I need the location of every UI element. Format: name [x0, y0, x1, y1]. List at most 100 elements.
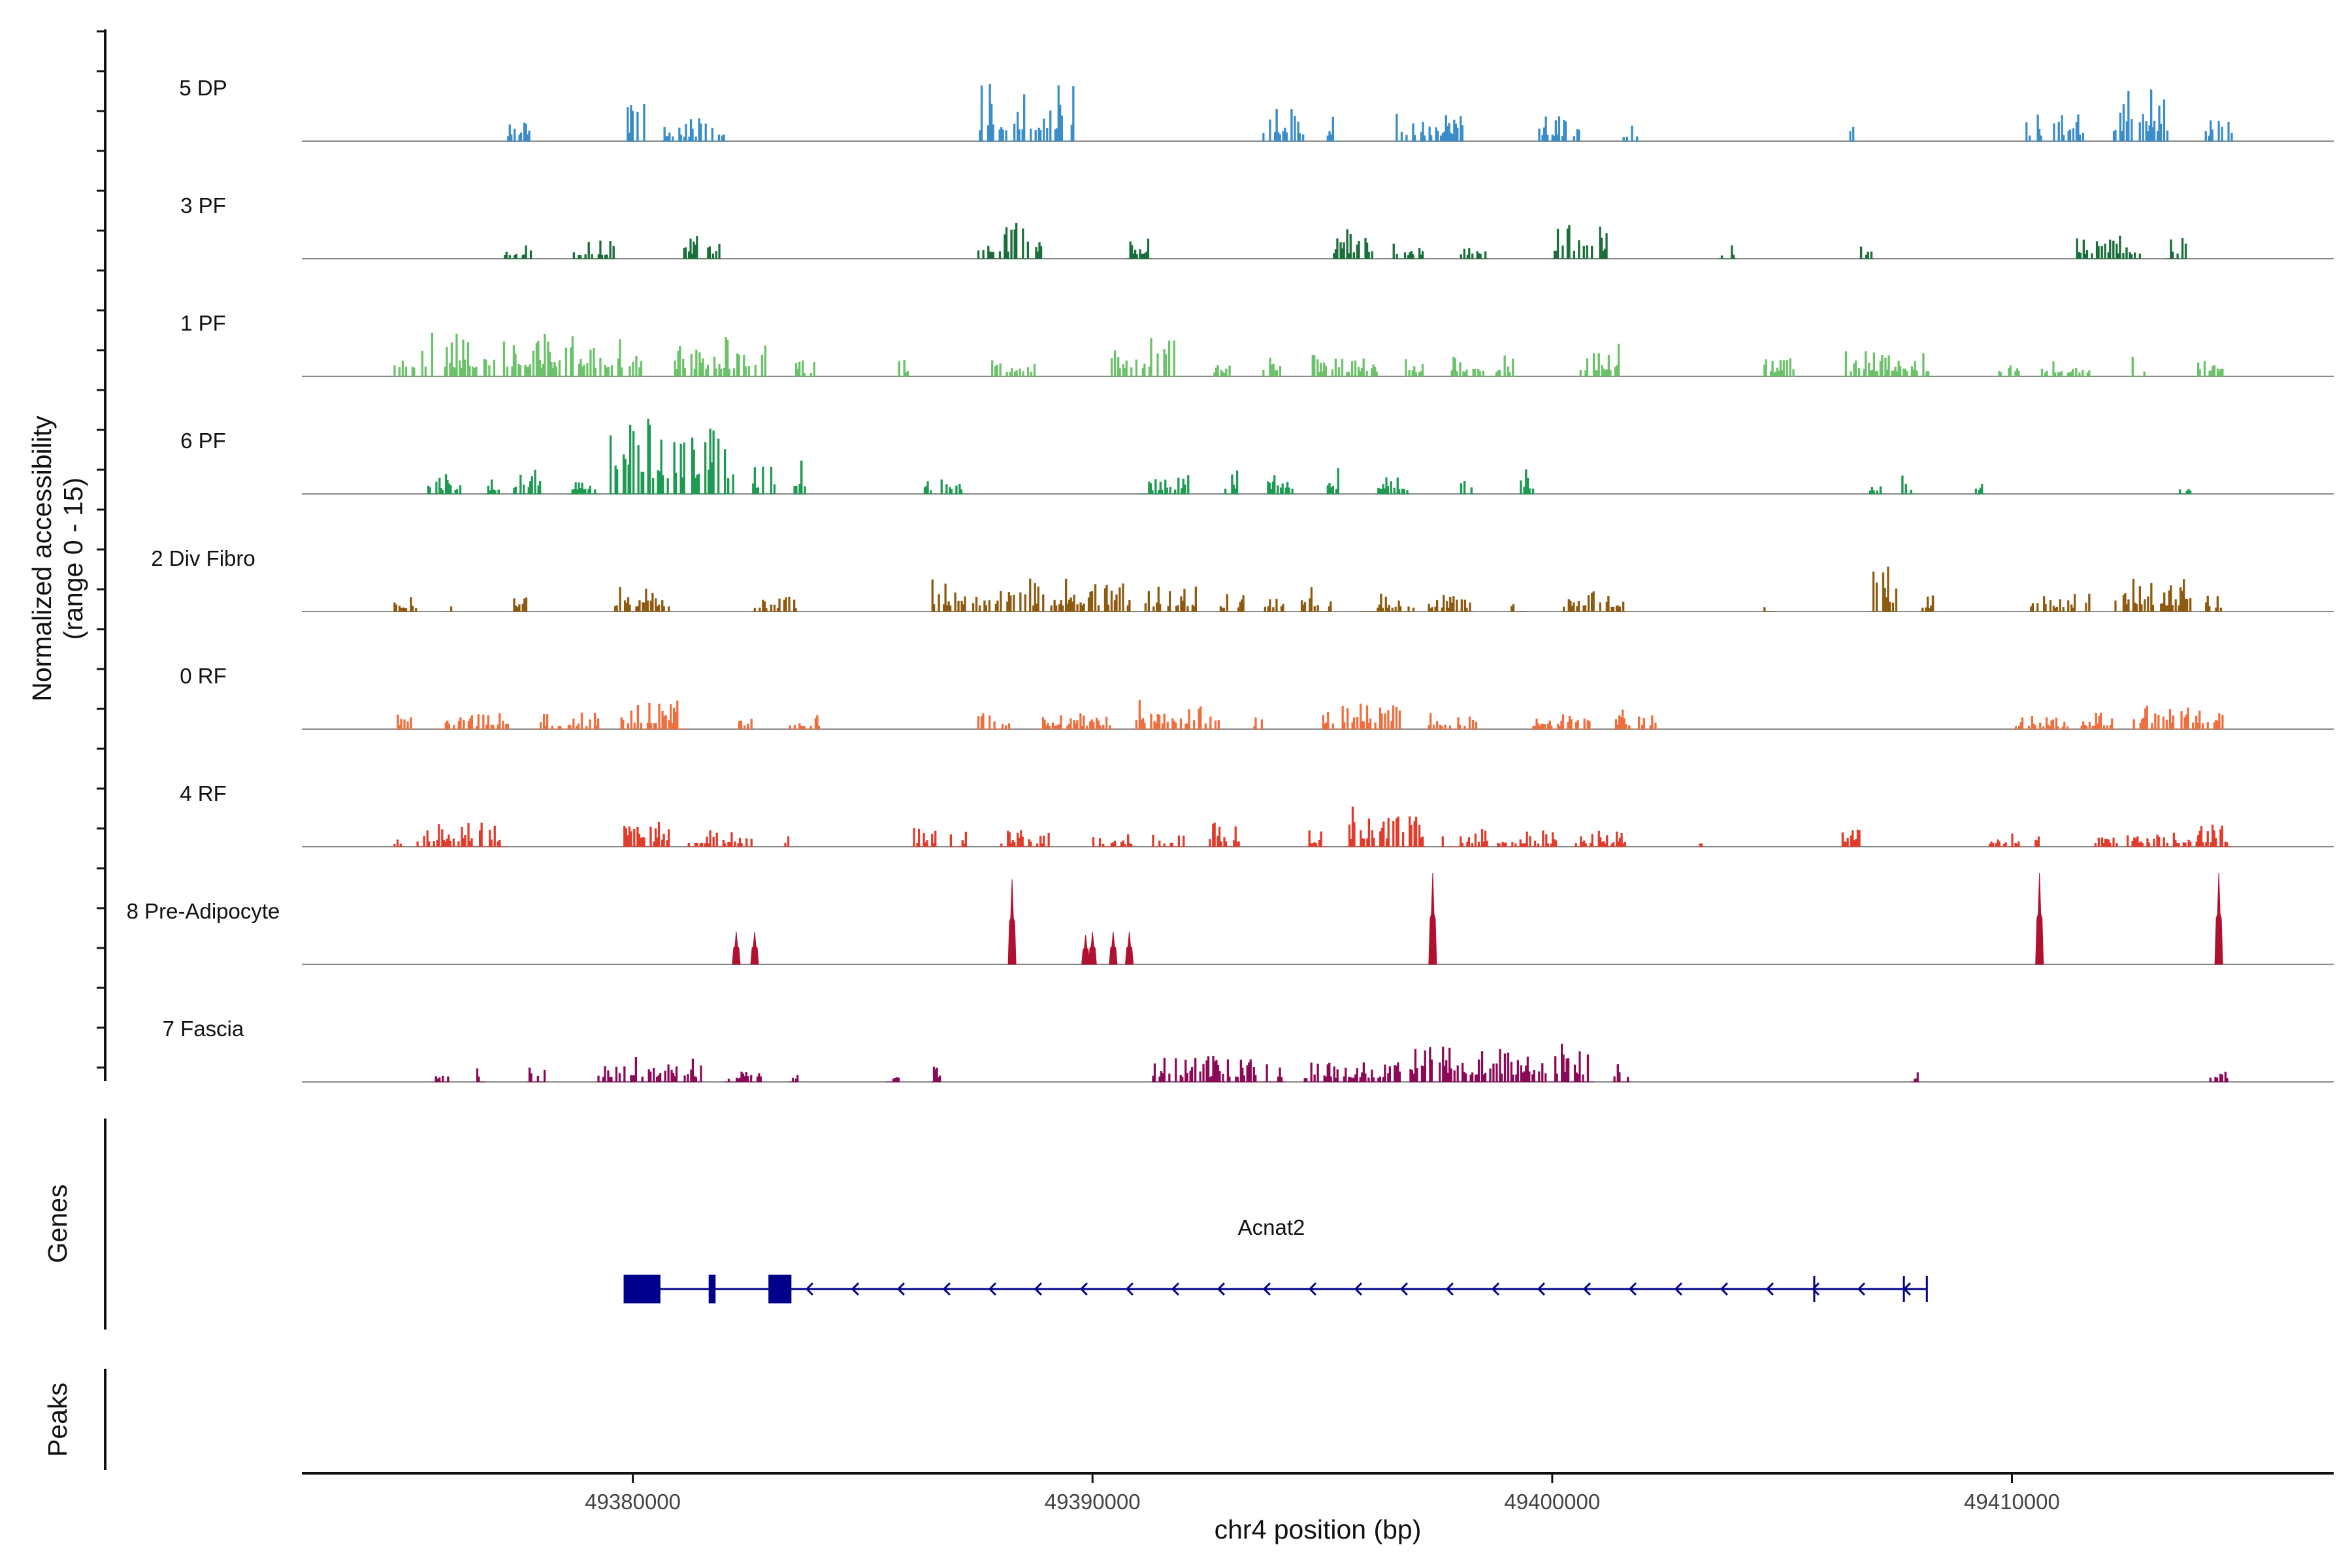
- coverage-peak: [1869, 486, 1884, 495]
- coverage-peak: [2112, 90, 2169, 142]
- coverage-peak: [1138, 475, 1190, 495]
- coverage-peak: [610, 418, 734, 495]
- coverage-peak: [1000, 830, 1051, 847]
- coverage-peak: [752, 596, 798, 612]
- coverage-peak: [977, 84, 1075, 142]
- coverage-peak: [416, 823, 509, 847]
- coverage-peak: [623, 104, 647, 142]
- coverage-spike: [1109, 931, 1118, 965]
- gene-exon: [708, 1275, 716, 1303]
- coverage-peak: [2012, 716, 2072, 730]
- coverage-peak: [568, 482, 601, 495]
- strand-arrow: [1079, 1282, 1088, 1296]
- strand-arrow: [805, 1282, 813, 1296]
- track-0-rf: 0 RF: [180, 664, 2334, 730]
- coverage-peak: [1460, 481, 1475, 495]
- coverage-peak: [2113, 578, 2192, 612]
- strand-arrow: [1125, 1282, 1134, 1296]
- strand-arrow: [1171, 1282, 1179, 1296]
- strand-arrow: [1537, 1282, 1545, 1296]
- coverage-peak: [1919, 595, 1935, 612]
- coverage-peak: [1763, 358, 1796, 377]
- coverage-peak: [674, 337, 767, 377]
- coverage-peak: [1322, 704, 1401, 730]
- coverage-peak: [2034, 836, 2040, 847]
- coverage-spike: [1088, 931, 1097, 965]
- coverage-peak: [434, 1075, 449, 1083]
- gene-exon: [623, 1275, 661, 1303]
- strand-arrow: [1354, 1282, 1362, 1296]
- coverage-peak: [527, 1068, 546, 1083]
- coverage-peak: [393, 714, 417, 730]
- coverage-peak: [1262, 598, 1286, 612]
- coverage-peak: [2177, 489, 2192, 495]
- coverage-spike: [732, 931, 741, 965]
- genes-panel: Genes Acnat2: [42, 1119, 1928, 1330]
- coverage-peak: [1152, 1056, 1286, 1083]
- coverage-spike: [1007, 879, 1017, 965]
- x-tick-label: 49390000: [1045, 1490, 1141, 1514]
- coverage-peak: [2195, 825, 2233, 847]
- coverage-peak: [977, 223, 1043, 259]
- strand-arrow: [1491, 1282, 1499, 1296]
- coverage-peak: [1326, 468, 1341, 495]
- coverage-peak: [1262, 357, 1282, 377]
- coverage-peak: [1529, 714, 1594, 730]
- strand-arrow: [1445, 1282, 1454, 1296]
- coverage-peak: [1841, 829, 1861, 847]
- coverage-peak: [2080, 712, 2118, 730]
- coverage-peak: [940, 479, 964, 495]
- strand-arrow: [1034, 1282, 1042, 1296]
- track-label: 5 DP: [179, 76, 227, 100]
- strand-arrow: [1765, 1282, 1774, 1296]
- coverage-peak: [1037, 713, 1116, 730]
- coverage-peak: [913, 828, 937, 847]
- coverage-peak: [393, 333, 643, 377]
- coverage-peak: [1377, 477, 1410, 495]
- gene-name-label: Acnat2: [1238, 1215, 1305, 1239]
- coverage-peak: [932, 1066, 941, 1083]
- genes-panel-label: Genes: [42, 1184, 73, 1264]
- coverage-peak: [1262, 109, 1305, 142]
- strand-arrow: [1628, 1282, 1637, 1296]
- coverage-peak: [623, 821, 670, 847]
- x-axis-title: chr4 position (bp): [1215, 1514, 1422, 1544]
- coverage-peak: [2200, 595, 2224, 612]
- coverage-peak: [393, 597, 417, 612]
- coverage-spike: [1124, 931, 1134, 965]
- track-3-pf: 3 PF: [180, 193, 2334, 259]
- coverage-peak: [1450, 355, 1516, 377]
- coverage-peak: [1152, 834, 1185, 847]
- coverage-peak: [1859, 246, 1874, 259]
- coverage-peak: [922, 481, 932, 495]
- gene-exon: [768, 1275, 792, 1303]
- coverage-peak: [531, 712, 601, 730]
- coverage-peak: [1579, 344, 1622, 377]
- coverage-peak: [2025, 114, 2085, 142]
- track-7-fascia: 7 Fascia: [163, 1017, 2334, 1083]
- coverage-peak: [1212, 365, 1231, 377]
- coverage-peak: [596, 1057, 702, 1083]
- track-label: 0 RF: [180, 664, 227, 688]
- coverage-peak: [426, 474, 463, 495]
- track-label: 8 Pre-Adipocyte: [127, 899, 280, 923]
- coverage-peak: [1308, 830, 1328, 847]
- coverage-peak: [660, 118, 725, 142]
- coverage-peak: [513, 597, 528, 612]
- coverage-peak: [1124, 238, 1152, 259]
- coverage-peak: [1511, 604, 1525, 612]
- coverage-peak: [725, 1071, 762, 1083]
- coverage-peak: [1345, 806, 1424, 847]
- coverage-peak: [1552, 225, 1608, 259]
- coverage-peak: [444, 606, 454, 612]
- coverage-peak: [1846, 126, 1856, 142]
- strand-arrow: [896, 1282, 905, 1296]
- x-tick-label: 49380000: [585, 1490, 681, 1514]
- coverage-peak: [1718, 245, 1737, 259]
- coverage-peak: [1428, 595, 1475, 612]
- coverage-peak: [2127, 832, 2192, 847]
- coverage-peak: [1974, 484, 1985, 495]
- track-4-rf: 4 RF: [180, 781, 2334, 847]
- coverage-spike: [2214, 872, 2223, 965]
